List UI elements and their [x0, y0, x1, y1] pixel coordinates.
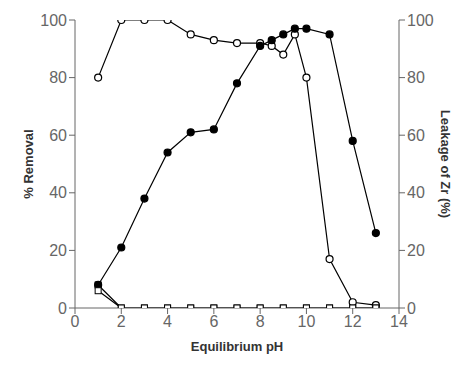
svg-text:60: 60: [407, 127, 425, 144]
svg-text:10: 10: [298, 313, 316, 330]
svg-text:100: 100: [407, 12, 434, 29]
svg-text:80: 80: [49, 69, 67, 86]
svg-text:Equilibrium pH: Equilibrium pH: [191, 339, 283, 354]
svg-text:60: 60: [49, 127, 67, 144]
svg-text:4: 4: [163, 313, 172, 330]
svg-text:40: 40: [407, 184, 425, 201]
svg-text:Leakage of Zr (%): Leakage of Zr (%): [438, 110, 453, 218]
svg-text:0: 0: [407, 300, 416, 317]
svg-text:8: 8: [256, 313, 265, 330]
svg-text:0: 0: [58, 300, 67, 317]
svg-text:14: 14: [390, 313, 408, 330]
svg-text:12: 12: [344, 313, 362, 330]
svg-text:40: 40: [49, 184, 67, 201]
svg-text:100: 100: [40, 12, 67, 29]
svg-text:% Removal: % Removal: [21, 129, 36, 198]
svg-text:0: 0: [71, 313, 80, 330]
svg-text:80: 80: [407, 69, 425, 86]
svg-text:2: 2: [117, 313, 126, 330]
svg-text:20: 20: [407, 242, 425, 259]
svg-text:20: 20: [49, 242, 67, 259]
svg-text:6: 6: [209, 313, 218, 330]
